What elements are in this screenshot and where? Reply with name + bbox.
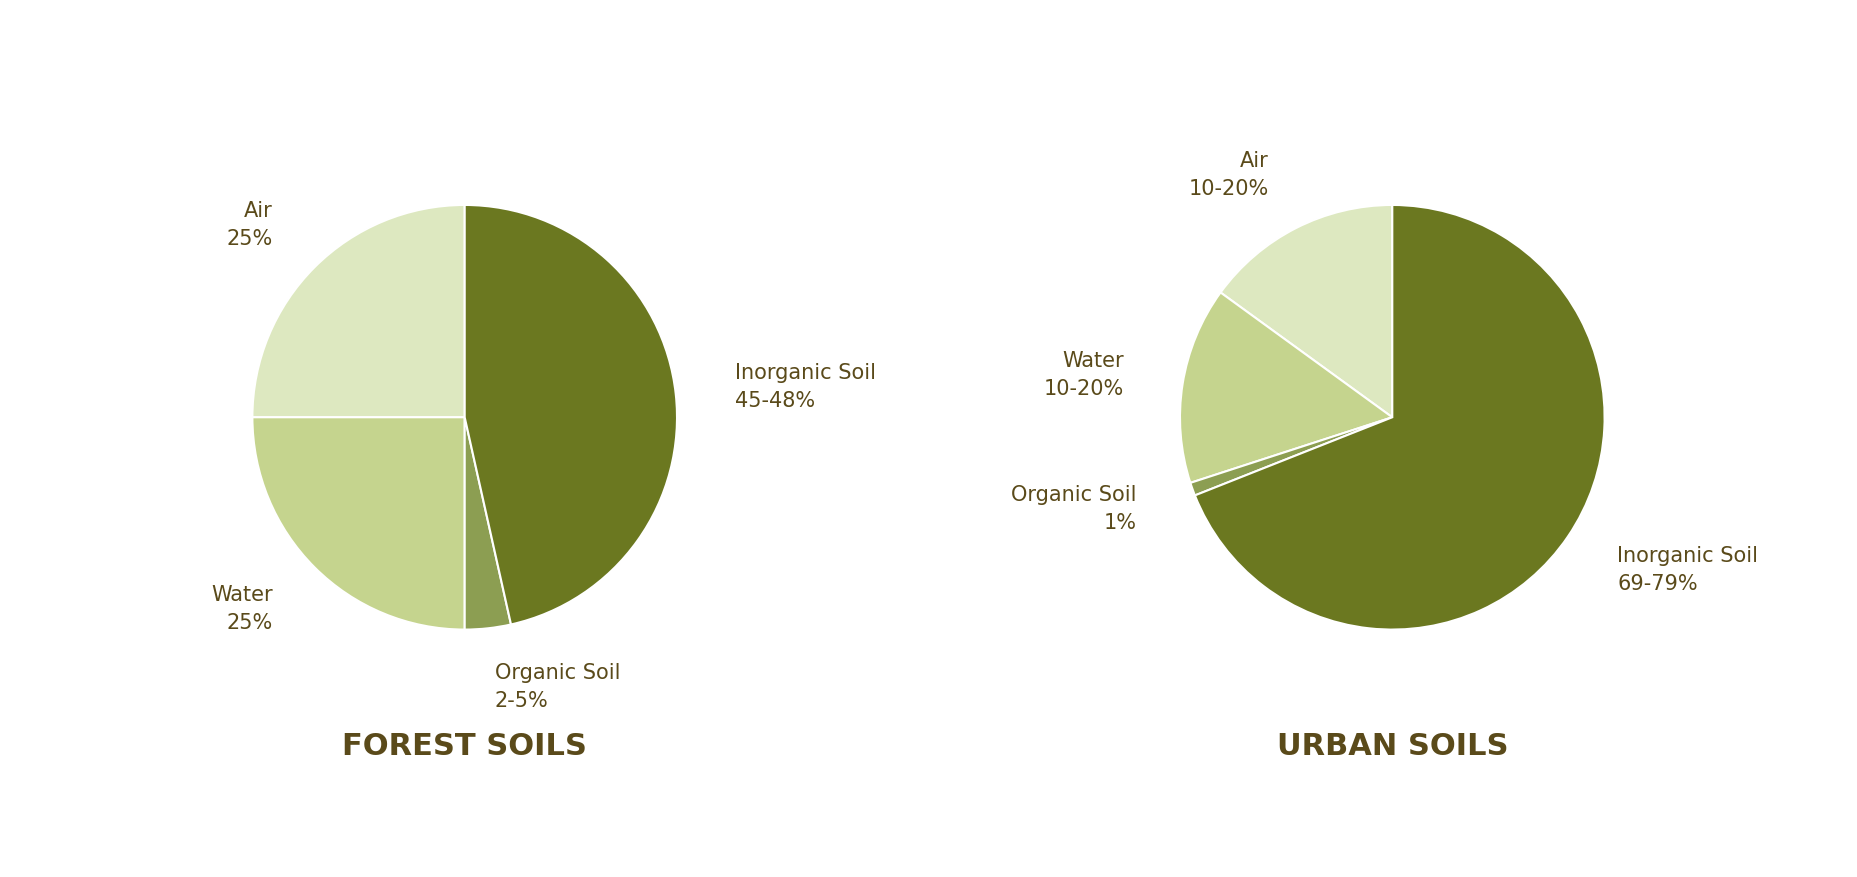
- Text: URBAN SOILS: URBAN SOILS: [1276, 731, 1508, 761]
- Wedge shape: [464, 205, 678, 624]
- Wedge shape: [253, 417, 464, 630]
- Wedge shape: [1194, 205, 1604, 630]
- Wedge shape: [1220, 205, 1393, 417]
- Text: Organic Soil
1%: Organic Soil 1%: [1010, 485, 1136, 533]
- Text: Air
25%: Air 25%: [227, 201, 273, 249]
- Wedge shape: [1179, 292, 1393, 483]
- Wedge shape: [1190, 417, 1393, 496]
- Wedge shape: [253, 205, 464, 417]
- Wedge shape: [464, 417, 511, 630]
- Text: Inorganic Soil
69-79%: Inorganic Soil 69-79%: [1617, 546, 1759, 594]
- Text: Air
10-20%: Air 10-20%: [1188, 151, 1268, 199]
- Text: Water
25%: Water 25%: [212, 586, 273, 633]
- Text: Water
10-20%: Water 10-20%: [1044, 351, 1123, 399]
- Text: Inorganic Soil
45-48%: Inorganic Soil 45-48%: [735, 363, 877, 411]
- Text: Organic Soil
2-5%: Organic Soil 2-5%: [494, 663, 620, 711]
- Text: FOREST SOILS: FOREST SOILS: [342, 731, 587, 761]
